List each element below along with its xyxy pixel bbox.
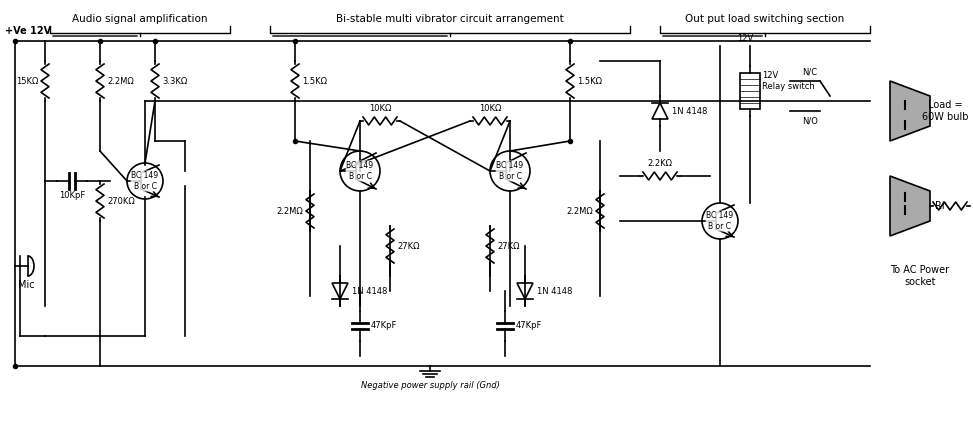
Text: 12V: 12V xyxy=(737,34,753,43)
Text: Ri: Ri xyxy=(935,201,945,211)
Text: BC 149
B or C: BC 149 B or C xyxy=(346,161,374,181)
Text: BC 149
B or C: BC 149 B or C xyxy=(496,161,523,181)
Text: 10KpF: 10KpF xyxy=(59,191,85,200)
Text: Out put load switching section: Out put load switching section xyxy=(685,14,845,24)
Text: Audio signal amplification: Audio signal amplification xyxy=(72,14,208,24)
Text: 15KΩ: 15KΩ xyxy=(16,77,38,85)
Text: 10KΩ: 10KΩ xyxy=(479,104,501,113)
Text: N/O: N/O xyxy=(802,116,818,125)
Text: 10KΩ: 10KΩ xyxy=(369,104,391,113)
Text: 47KpF: 47KpF xyxy=(516,322,542,330)
Text: 12V
Relay switch: 12V Relay switch xyxy=(762,71,814,91)
Text: 2.2MΩ: 2.2MΩ xyxy=(566,206,593,216)
Text: BC 149
B or C: BC 149 B or C xyxy=(706,211,734,231)
Text: 270KΩ: 270KΩ xyxy=(107,197,134,205)
Text: Mic: Mic xyxy=(18,280,35,290)
Polygon shape xyxy=(890,81,930,141)
Text: Bi-stable multi vibrator circuit arrangement: Bi-stable multi vibrator circuit arrange… xyxy=(336,14,564,24)
Text: Load =
60W bulb: Load = 60W bulb xyxy=(921,100,968,122)
Text: 1.5KΩ: 1.5KΩ xyxy=(302,77,327,85)
Text: 1N 4148: 1N 4148 xyxy=(352,287,387,296)
Text: 27KΩ: 27KΩ xyxy=(397,242,419,250)
Text: 1N 4148: 1N 4148 xyxy=(537,287,572,296)
Text: 27KΩ: 27KΩ xyxy=(497,242,520,250)
Text: 1N 4148: 1N 4148 xyxy=(672,107,707,115)
Text: 2.2MΩ: 2.2MΩ xyxy=(276,206,303,216)
Text: BC 149
B or C: BC 149 B or C xyxy=(131,171,159,191)
Text: 2.2KΩ: 2.2KΩ xyxy=(647,159,672,168)
Text: 2.2MΩ: 2.2MΩ xyxy=(107,77,133,85)
Text: 3.3KΩ: 3.3KΩ xyxy=(162,77,187,85)
Text: +Ve 12V: +Ve 12V xyxy=(5,26,52,36)
Text: N/C: N/C xyxy=(803,67,817,76)
Text: Negative power supply rail (Gnd): Negative power supply rail (Gnd) xyxy=(361,381,499,390)
Bar xyxy=(740,73,760,109)
Text: To AC Power
socket: To AC Power socket xyxy=(890,265,950,287)
Text: 1.5KΩ: 1.5KΩ xyxy=(577,77,602,85)
Polygon shape xyxy=(890,176,930,236)
Text: 47KpF: 47KpF xyxy=(371,322,397,330)
